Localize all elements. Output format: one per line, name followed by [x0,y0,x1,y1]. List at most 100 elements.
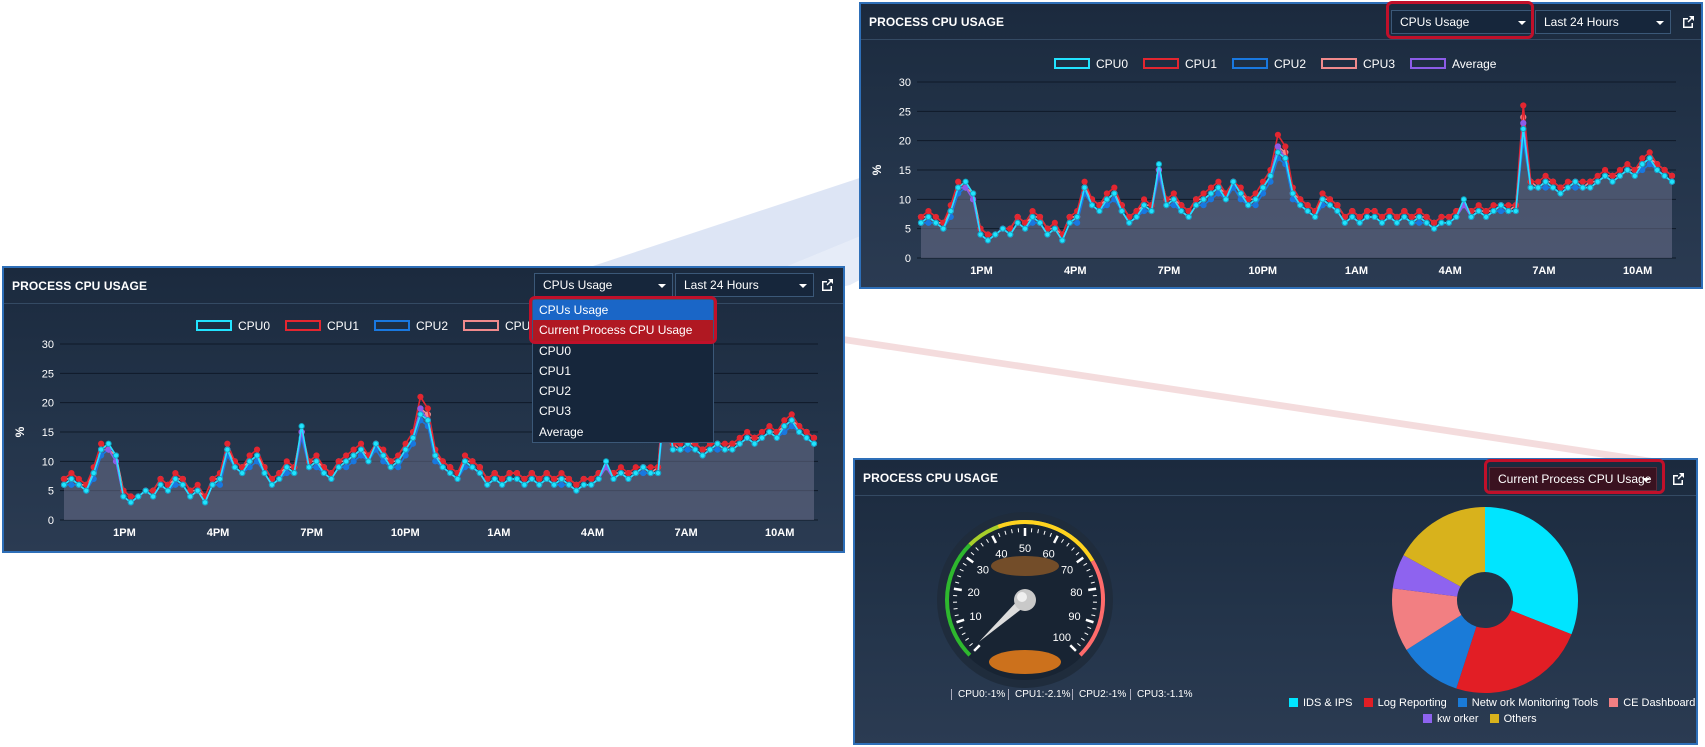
gauge-tick [957,575,962,578]
panel-header: PROCESS CPU USAGE [855,460,1696,496]
data-point-cpu1 [1423,213,1430,221]
data-point-cpu1 [1631,166,1638,174]
data-point-cpu0 [1512,207,1519,215]
external-link-icon[interactable] [1671,472,1685,486]
data-point-cpu2 [1497,207,1505,215]
data-point-cpu1 [1007,225,1014,232]
data-point-cpu1 [476,464,483,471]
data-point-cpu0 [969,190,977,197]
data-point-cpu0 [1475,207,1482,215]
view-select[interactable]: CPUs Usage [1391,10,1533,34]
pie-legend-item[interactable]: kw orker [1423,713,1479,725]
data-point-cpu0 [1133,213,1140,221]
data-point-cpu0 [127,499,134,506]
data-point-cpu0 [476,469,483,477]
data-point-cpu1 [1564,178,1572,185]
data-point-cpu0 [917,219,925,226]
highlight-dropdown-options [529,296,717,344]
gauge-tick [1080,637,1085,641]
data-point-cpu0 [669,446,677,453]
data-point-cpu0 [1170,196,1177,203]
data-point-cpu0 [940,225,947,232]
data-point-cpu1 [1178,202,1185,209]
data-point-cpu0 [617,469,625,477]
data-point-cpu1 [1356,213,1363,221]
data-point-cpu1 [469,458,476,465]
data-point-cpu1 [1401,207,1408,215]
data-point-cpu1 [60,475,68,483]
y-tick-label: 30 [899,77,911,89]
data-point-cpu1 [417,393,424,400]
data-point-cpu0 [1393,219,1400,226]
y-axis-label: % [13,426,27,437]
gauge-color-band [945,543,972,657]
data-point-cpu1 [276,469,283,477]
range-select[interactable]: Last 24 Hours [675,273,814,297]
range-select[interactable]: Last 24 Hours [1535,10,1671,34]
external-link-icon[interactable] [1681,15,1695,29]
y-axis-label: % [870,164,884,175]
legend-label: CPU1 [327,319,360,333]
data-point-cpu1 [984,231,992,238]
dropdown-option-cpu0[interactable]: CPU0 [539,343,572,358]
view-select[interactable]: CPUs Usage [534,273,673,297]
dropdown-option-average[interactable]: Average [539,424,584,439]
data-point-cpu0 [1051,225,1058,232]
data-point-cpu1 [1520,102,1527,109]
data-point-cpu0 [409,434,417,441]
gauge-tick [1084,632,1089,636]
data-point-cpu0 [1594,178,1601,185]
data-point-cpu0 [595,475,602,483]
pie-legend-item[interactable]: Log Reporting [1363,697,1447,709]
data-point-cpu0 [439,464,446,471]
data-point-cpu0 [276,475,283,483]
pie-legend-item[interactable]: CE Dashboard [1609,697,1695,709]
data-point-cpu1 [1133,207,1140,215]
chevron-down-icon [1656,21,1664,25]
data-point-cpu2 [781,428,788,436]
gauge-tick [1076,556,1084,564]
data-point-cpu0 [1289,190,1296,197]
legend-swatch [1143,58,1179,69]
pie-legend-item[interactable]: IDS & IPS [1289,697,1353,709]
range-select-value: Last 24 Hours [1544,15,1619,29]
data-point-cpu0 [1386,213,1393,221]
view-select[interactable]: Current Process CPU Usage [1489,467,1657,491]
pie-slice [1485,507,1578,635]
gauge-tick [955,581,960,584]
y-tick-label: 25 [42,368,54,380]
pie-legend-item[interactable]: Netw ork Monitoring Tools [1457,697,1598,709]
data-point-cpu1 [1319,190,1326,197]
data-point-cpu1 [380,446,387,453]
data-point-cpu1 [781,417,788,424]
data-point-cpu0 [521,481,528,488]
gauge-tick [1066,542,1070,547]
dropdown-option-cpu2[interactable]: CPU2 [539,384,572,399]
data-point-average [105,446,112,453]
chevron-down-icon [658,284,666,288]
data-point-cpu0 [677,446,684,453]
dropdown-option-cpu3[interactable]: CPU3 [539,404,572,419]
data-point-cpu0 [773,434,780,441]
x-tick-label: 4AM [1439,265,1462,277]
data-point-cpu0 [1349,213,1356,221]
data-point-cpu0 [447,469,454,477]
dropdown-option-cpus-usage[interactable]: CPUs Usage [533,300,713,321]
data-point-cpu0 [1140,202,1148,209]
gauge-tick [975,547,979,551]
data-point-cpu1 [736,434,743,441]
data-point-cpu0 [1557,190,1564,197]
data-point-cpu0 [1282,155,1289,162]
legend-swatch [1363,698,1373,707]
data-point-cpu0 [1304,207,1311,215]
external-link-icon[interactable] [820,278,834,292]
dropdown-option-cpu1[interactable]: CPU1 [539,363,572,378]
dropdown-option-current-process-cpu-usage[interactable]: Current Process CPU Usage [533,320,713,341]
data-point-cpu0 [1624,166,1631,174]
pie-legend-item[interactable]: Others [1489,713,1537,725]
data-point-cpu1 [1624,161,1631,168]
data-point-cpu0 [1497,202,1505,209]
legend-swatch [1457,698,1467,707]
data-point-cpu0 [1654,166,1661,174]
data-point-cpu1 [1490,202,1497,209]
